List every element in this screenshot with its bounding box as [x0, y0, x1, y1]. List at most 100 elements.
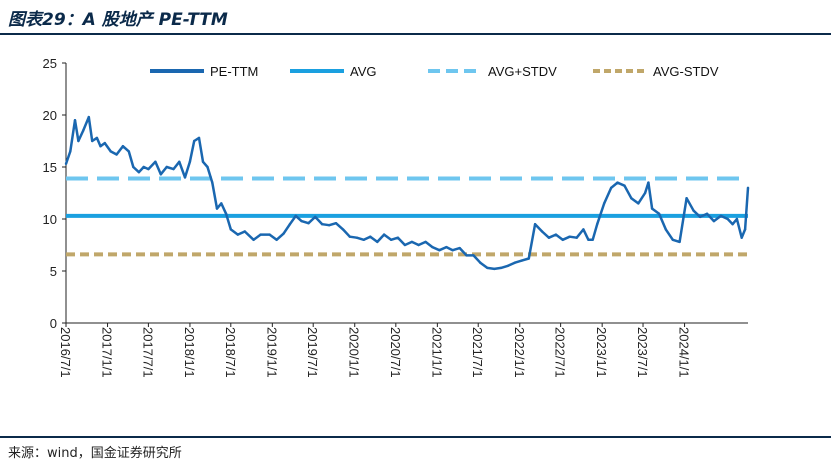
pe-ttm-point [341, 228, 345, 231]
pe-ttm-point [554, 233, 558, 236]
pe-ttm-point [410, 240, 414, 244]
pe-ttm-point [132, 165, 135, 169]
pe-ttm-point [396, 236, 400, 239]
figure-title: 图表29：A 股地产 PE-TTM [8, 10, 228, 30]
pe-ttm-point [547, 236, 551, 239]
pe-ttm-point [506, 264, 510, 267]
pe-ttm-point [197, 136, 201, 140]
pe-ttm-point [568, 235, 571, 238]
pe-ttm-point [582, 228, 585, 231]
y-tick-label: 0 [50, 316, 57, 331]
pe-ttm-point [438, 249, 441, 252]
pe-ttm-point [376, 240, 379, 244]
pe-ttm-point [698, 215, 702, 219]
series-layer [64, 115, 750, 271]
pe-ttm-point [650, 207, 654, 210]
x-tick-label: 2023/7/1 [635, 327, 650, 378]
pe-ttm-point [671, 238, 674, 241]
pe-ttm-point [746, 186, 750, 189]
x-tick-label: 2022/1/1 [512, 327, 527, 378]
pe-ttm-point [362, 238, 365, 241]
pe-ttm-point [95, 136, 99, 140]
x-tick-label: 2022/7/1 [553, 327, 568, 378]
pe-ttm-point [103, 141, 107, 145]
pe-ttm-point [520, 259, 523, 262]
axes: 0 5 10 15 20 25 2016/7/1 2017/1/1 2017/7/1 2018/1… [43, 56, 748, 378]
pe-ttm-point [268, 233, 271, 236]
header: 图表29：A 股地产 PE-TTM [0, 0, 831, 34]
x-tick-label: 2018/7/1 [223, 327, 238, 378]
legend-label: PE-TTM [210, 64, 258, 79]
pe-ttm-point [513, 261, 516, 264]
y-tick-label: 20 [43, 108, 57, 123]
pe-ttm-point [64, 162, 68, 166]
pe-ttm-point [321, 223, 324, 226]
pe-ttm-point [211, 181, 214, 184]
pe-ttm-point [73, 119, 77, 122]
legend-item: AVG [290, 64, 377, 79]
pe-ttm-point [451, 249, 454, 252]
pe-ttm-point [630, 197, 633, 200]
x-tick-label: 2020/1/1 [347, 327, 362, 378]
legend-label: AVG+STDV [488, 64, 557, 79]
pe-ttm-point [465, 254, 468, 257]
pe-ttm-point [314, 215, 317, 219]
pe-ttm-point [591, 238, 594, 241]
pe-ttm-point [493, 267, 496, 271]
pe-ttm-point [121, 145, 125, 148]
pe-ttm-point [575, 236, 578, 239]
pe-ttm-point [288, 223, 292, 226]
pe-ttm-point [236, 233, 239, 236]
x-tick-label: 2018/1/1 [182, 327, 197, 378]
x-tick-label: 2016/7/1 [58, 327, 73, 378]
pe-ttm-point [307, 222, 310, 225]
x-tick-label: 2017/1/1 [100, 327, 115, 378]
pe-ttm-point [183, 176, 187, 179]
x-tick-label: 2019/7/1 [305, 327, 320, 378]
source-note: 来源：wind，国金证券研究所 [8, 446, 182, 461]
pe-ttm-point [540, 230, 544, 233]
pe-ttm-point [678, 240, 681, 244]
pe-ttm-point [259, 233, 262, 236]
pe-ttm-point [243, 230, 246, 233]
pe-ttm-point [623, 184, 626, 187]
pe-ttm-point [743, 228, 747, 231]
x-tick-label: 2023/1/1 [594, 327, 609, 378]
pe-ttm-point [178, 160, 181, 163]
x-tick-label: 2024/1/1 [677, 327, 692, 378]
pe-ttm-point [731, 223, 734, 226]
pe-ttm-point [657, 212, 661, 215]
pe-ttm-point [527, 257, 530, 260]
pe-ttm-point [300, 219, 303, 223]
pe-ttm-point [499, 266, 503, 270]
pe-ttm-point [115, 153, 118, 156]
legend-item: PE-TTM [150, 64, 258, 79]
pe-ttm-point [664, 228, 667, 231]
pe-ttm-point [647, 181, 650, 184]
pe-ttm-point [382, 233, 386, 236]
pe-ttm-point [486, 266, 489, 270]
pe-ttm-point [616, 181, 619, 184]
pe-ttm-point [740, 236, 743, 239]
x-tick-label: 2017/7/1 [140, 327, 155, 378]
pe-ttm-point [137, 171, 141, 174]
pe-ttm-point [328, 224, 331, 227]
pe-ttm-point [610, 186, 613, 189]
pe-ttm-point [193, 139, 196, 143]
legend-label: AVG [350, 64, 377, 79]
y-tick-label: 5 [50, 264, 57, 279]
pe-ttm-point [417, 243, 420, 247]
pe-ttm-point [643, 191, 647, 195]
pe-ttm-point [147, 167, 150, 171]
pe-ttm-point [206, 165, 209, 169]
pe-ttm-point [69, 150, 72, 153]
pe-ttm-point [561, 238, 564, 241]
pe-ttm-chart: 0 5 10 15 20 25 2016/7/1 2017/1/1 2017/7/1 2018/1… [43, 56, 750, 378]
pe-ttm-point [431, 245, 434, 249]
pe-ttm-point [294, 214, 297, 218]
pe-ttm-point [159, 173, 162, 176]
pe-ttm-point [334, 222, 338, 225]
pe-ttm-point [99, 145, 102, 148]
legend: PE-TTM AVG AVG+STDV AVG-STDV [150, 64, 719, 79]
pe-ttm-point [77, 139, 80, 143]
